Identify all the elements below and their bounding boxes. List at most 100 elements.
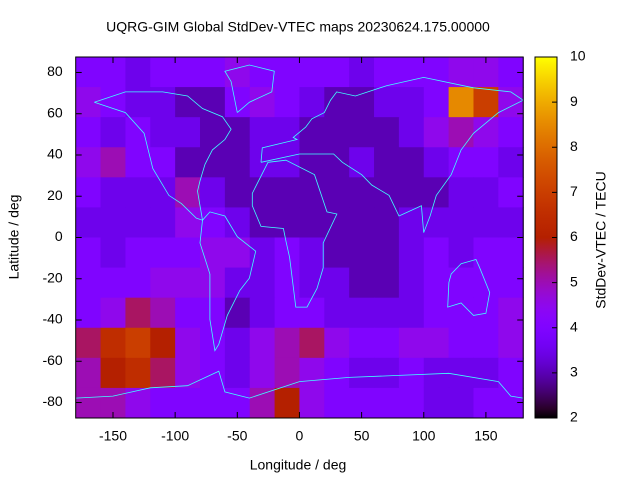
heatmap-cell [324,297,350,329]
heatmap-cell [374,237,400,269]
heatmap-cell [349,327,375,359]
heatmap-cell [448,117,474,148]
heatmap-cell [274,147,300,178]
heatmap-cell [75,177,102,208]
colorbar-tick-label: 7 [570,183,578,199]
heatmap-cell [398,147,425,178]
heatmap-cell [498,297,524,329]
heatmap-cell [448,327,474,359]
heatmap-cell [249,387,276,419]
y-tick-label: 40 [47,146,63,162]
heatmap-cell [274,267,300,299]
heatmap-cell [299,177,325,208]
heatmap-cell [75,207,102,238]
heatmap-cell [299,267,325,299]
heatmap-cell [299,57,325,88]
heatmap-cell [473,327,499,359]
colorbar-tick-label: 4 [570,318,578,334]
heatmap-cell [150,117,176,148]
x-tick-label: 50 [354,428,370,444]
y-tick-label: 0 [55,228,63,244]
heatmap-cell [75,267,102,299]
heatmap-cell [224,327,251,359]
heatmap-cell [349,267,375,299]
heatmap-cell [448,207,474,238]
heatmap-cell [125,387,151,419]
heatmap-cell [324,237,350,269]
coastlines [75,64,524,399]
heatmap-cell [175,177,201,208]
heatmap-cell [349,297,375,329]
heatmap-cell [448,87,474,118]
heatmap-cell [423,207,450,238]
heatmap-cell [125,147,151,178]
heatmap-cell [398,327,425,359]
x-tick-label: 100 [412,428,436,444]
heatmap-cell [498,177,524,208]
heatmap-cell [473,237,499,269]
heatmap-cell [299,297,325,329]
heatmap-cell [299,207,325,238]
heatmap-cell [200,297,226,329]
heatmap-cell [75,327,102,359]
heatmap-cell [150,207,176,238]
heatmap-cell [473,117,499,148]
chart-title: UQRG-GIM Global StdDev-VTEC maps 2023062… [106,19,490,35]
heatmap-cell [498,387,524,419]
heatmap-cell [125,267,151,299]
heatmap-cell [423,237,450,269]
heatmap-cell [249,117,276,148]
heatmap-cell [423,57,450,88]
coastline [447,259,491,316]
heatmap-cell [374,207,400,238]
heatmap-cell [374,177,400,208]
heatmap-cell [349,177,375,208]
heatmap-cell [274,57,300,88]
heatmap-cell [473,207,499,238]
heatmap-cell [175,237,201,269]
heatmap-cell [274,357,300,389]
colorbar-label: StdDev-VTEC / TECU [593,171,609,308]
heatmap-cell [324,117,350,148]
heatmap-cell [150,327,176,359]
heatmap-cell [224,237,251,269]
heatmap-cell [249,297,276,329]
colorbar-tick-label: 9 [570,93,578,109]
heatmap-cell [224,267,251,299]
heatmap-cell [274,177,300,208]
heatmap-cell [100,297,126,329]
coastline [260,76,524,233]
heatmap-cell [150,387,176,419]
heatmap-cell [274,387,300,419]
heatmap-cell [374,387,400,419]
heatmap-cell [224,177,251,208]
y-tick-label: -80 [42,393,62,409]
heatmap-cell [249,207,276,238]
heatmap-cell [299,147,325,178]
heatmap-cell [423,297,450,329]
heatmap-cell [100,87,126,118]
heatmap-cell [274,237,300,269]
heatmap-cell [200,207,226,238]
heatmap-cell [224,117,251,148]
heatmap-cell [374,357,400,389]
heatmap-cell [324,57,350,88]
heatmap-cell [374,117,400,148]
heatmap-cell [100,177,126,208]
heatmap-cell [200,387,226,419]
heatmap-cell [200,57,226,88]
heatmap-cell [324,357,350,389]
colorbar-tick-label: 3 [570,364,578,380]
heatmap-cell [349,207,375,238]
heatmap-cell [224,357,251,389]
heatmap-cell [200,117,226,148]
heatmap-cell [374,297,400,329]
heatmap-cell [398,117,425,148]
heatmap [75,57,524,419]
heatmap-cell [448,357,474,389]
x-tick-label: -100 [161,428,189,444]
colorbar-tick-label: 10 [570,48,586,64]
coastline [199,211,257,352]
heatmap-cell [498,357,524,389]
